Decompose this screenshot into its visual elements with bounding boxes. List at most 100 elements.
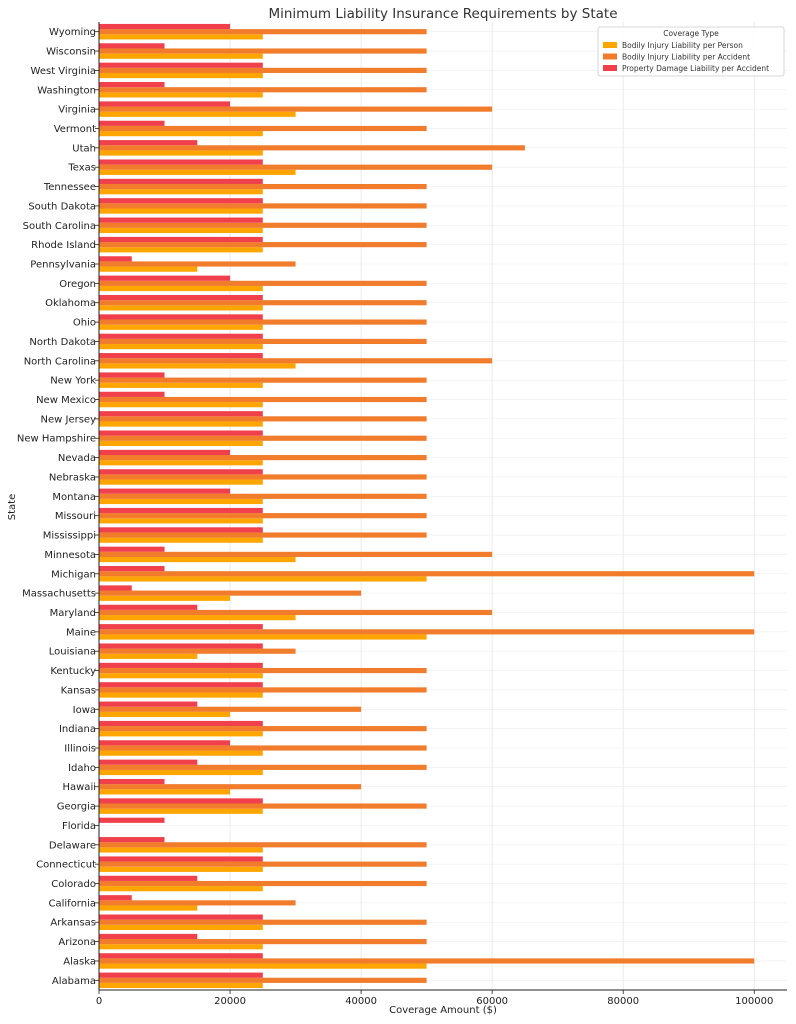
y-axis-label: State [7, 494, 18, 520]
y-tick-label: Mississippi [43, 531, 96, 542]
bar [99, 242, 427, 248]
y-tick-label: South Carolina [23, 221, 96, 232]
bar [99, 900, 296, 906]
legend-box [597, 26, 785, 77]
bar [99, 391, 165, 397]
bar [99, 402, 263, 408]
bar [99, 662, 263, 668]
bar [99, 208, 263, 214]
bar [99, 875, 198, 881]
bar [99, 440, 263, 446]
bar [99, 706, 362, 712]
bar [99, 624, 263, 630]
bar [99, 963, 427, 969]
y-tick-label: Iowa [73, 705, 96, 716]
bar [99, 164, 493, 170]
legend-entry-label: Property Damage Liability per Accident [622, 64, 769, 73]
bar [99, 82, 165, 88]
legend-swatch [603, 42, 617, 48]
y-tick-label: Arkansas [50, 918, 96, 929]
y-tick-label: Illinois [64, 744, 96, 755]
bar [99, 469, 263, 475]
bar [99, 673, 263, 679]
bar [99, 692, 263, 698]
bar [99, 861, 427, 867]
bar [99, 880, 427, 887]
bar [99, 227, 263, 234]
y-tick-label: Maine [66, 627, 96, 638]
bar [99, 261, 296, 267]
bar [99, 92, 263, 98]
x-tick-label: 60000 [476, 996, 508, 1007]
bar [99, 125, 427, 132]
bar [99, 701, 198, 707]
bar [99, 449, 231, 456]
bar [99, 551, 493, 557]
legend-swatch [603, 53, 617, 60]
bar [99, 344, 263, 350]
bar [99, 789, 231, 795]
bar [99, 648, 296, 654]
y-tick-label: Montana [52, 492, 96, 503]
bar [99, 726, 427, 732]
bar [99, 924, 263, 930]
y-tick-label: Louisiana [49, 647, 96, 658]
bar [99, 372, 165, 378]
bar [99, 571, 755, 577]
y-tick-label: Virginia [58, 105, 96, 116]
bar [99, 653, 198, 659]
bar [99, 150, 263, 156]
y-tick-label: Kansas [61, 685, 96, 696]
bar [99, 416, 427, 422]
y-tick-label: South Dakota [28, 201, 96, 212]
bar [99, 842, 427, 848]
y-tick-label: West Virginia [31, 66, 96, 77]
bar [99, 324, 263, 330]
bar [99, 527, 263, 533]
legend-title: Coverage Type [663, 29, 719, 38]
bar [99, 111, 296, 117]
bar [99, 285, 263, 292]
bar [99, 43, 165, 49]
bar [99, 333, 263, 339]
bar [99, 198, 263, 204]
bar [99, 745, 427, 751]
bar [99, 905, 198, 911]
bar [99, 667, 427, 674]
x-tick-label: 100000 [735, 996, 773, 1007]
y-tick-label: Rhode Island [31, 240, 96, 251]
bar [99, 720, 263, 727]
bar [99, 435, 427, 441]
bar [99, 629, 755, 635]
bars-group [99, 23, 755, 989]
y-tick-label: Kentucky [50, 666, 96, 677]
bar [99, 488, 231, 494]
legend: Coverage Type Bodily Injury Liability per… [597, 26, 785, 77]
bar [99, 886, 263, 892]
bar [99, 67, 427, 73]
bar [99, 784, 362, 790]
y-tick-label: Minnesota [44, 550, 96, 561]
bar [99, 895, 132, 901]
y-tick-label: Maryland [50, 608, 96, 619]
bar [99, 178, 263, 184]
bar [99, 798, 263, 804]
y-tick-label: Arizona [58, 937, 96, 948]
y-tick-label: New York [50, 376, 96, 387]
bar [99, 479, 263, 485]
bar [99, 609, 493, 616]
x-tick-label: 20000 [214, 996, 246, 1007]
x-tick-label: 0 [96, 996, 102, 1007]
bar [99, 87, 427, 93]
bar [99, 759, 198, 765]
bar [99, 944, 263, 950]
y-tick-label: Wisconsin [46, 47, 96, 58]
bar [99, 203, 427, 209]
bar [99, 518, 263, 524]
bar [99, 977, 427, 983]
y-tick-label: Ohio [73, 318, 96, 329]
bar [99, 140, 198, 146]
bar [99, 247, 263, 253]
y-tick-label: Michigan [51, 569, 96, 580]
bar [99, 72, 263, 79]
